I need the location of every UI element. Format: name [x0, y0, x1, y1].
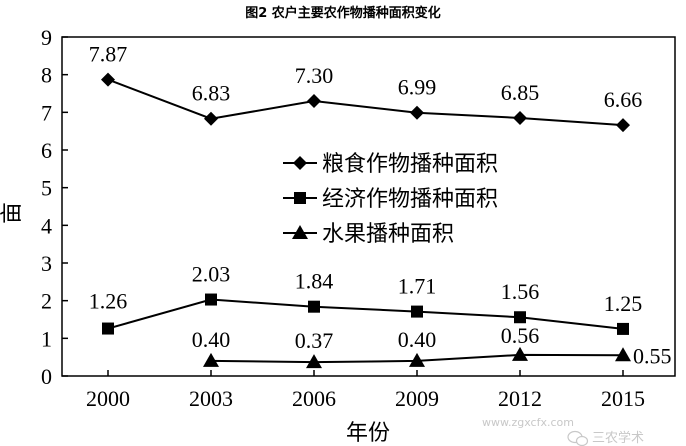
data-label: 7.87 [89, 42, 128, 67]
data-labels: 7.87 6.83 7.30 6.99 6.85 6.66 1.26 2.03 1.84 1.71… [89, 42, 672, 369]
data-point-marker [616, 118, 630, 133]
x-tick-label: 2006 [292, 386, 336, 411]
y-tick-label: 3 [41, 251, 52, 276]
data-label: 1.71 [398, 274, 437, 299]
data-point-marker [617, 322, 629, 335]
data-point-marker [307, 94, 321, 109]
series-line-2 [107, 298, 624, 330]
data-point-marker [411, 305, 423, 318]
legend-marker [293, 156, 307, 170]
data-point-marker [513, 110, 527, 125]
watermark-account: 三农学术 [592, 430, 644, 446]
data-label: 0.40 [398, 327, 437, 352]
data-point-marker [306, 354, 322, 369]
data-label: 0.37 [295, 328, 334, 353]
y-tick-label: 7 [41, 100, 52, 125]
series-lines [107, 78, 624, 364]
wechat-icon [567, 430, 589, 446]
y-tick-label: 2 [41, 289, 52, 314]
data-label: 7.30 [295, 63, 334, 88]
data-label: 1.56 [501, 279, 540, 304]
data-label: 6.85 [501, 80, 540, 105]
x-tick-label: 2009 [395, 386, 439, 411]
legend-label: 水果播种面积 [322, 222, 454, 247]
watermark: www.zgxcfx.com 三农学术 [482, 416, 644, 446]
y-tick-label: 8 [41, 63, 52, 88]
data-label: 1.84 [295, 269, 334, 294]
y-tick-label: 1 [41, 326, 52, 351]
data-label: 2.03 [192, 262, 231, 287]
series-line-1 [107, 78, 624, 127]
data-point-marker [101, 72, 115, 87]
x-axis-title: 年份 [346, 421, 390, 446]
legend-label: 粮食作物播种面积 [322, 152, 498, 177]
data-label: 1.26 [89, 289, 128, 314]
legend-label: 经济作物播种面积 [322, 187, 498, 212]
data-point-marker [512, 346, 528, 361]
axes: 0 1 2 3 4 5 6 7 8 9 2000 2003 2006 2009 2012 2015 年份 亩 [0, 25, 676, 446]
x-tick-label: 2012 [498, 386, 542, 411]
data-label: 0.56 [501, 323, 540, 348]
data-point-marker [205, 293, 217, 306]
plot-frame [61, 36, 676, 377]
x-tick-label: 2000 [86, 386, 130, 411]
data-point-marker [308, 300, 320, 313]
y-tick-label: 0 [41, 364, 52, 389]
data-point-marker [514, 311, 526, 324]
data-point-marker [203, 352, 219, 367]
legend-marker [294, 192, 306, 204]
data-label: 6.99 [398, 75, 437, 100]
watermark-site: www.zgxcfx.com [482, 416, 574, 429]
y-axis-title: 亩 [0, 202, 25, 224]
y-tick-label: 6 [41, 138, 52, 163]
x-tick-label: 2003 [189, 386, 233, 411]
y-tick-label: 5 [41, 176, 52, 201]
data-point-marker [410, 105, 424, 120]
y-tick-label: 4 [41, 213, 52, 238]
data-point-marker [204, 111, 218, 126]
data-point-marker [102, 322, 114, 335]
y-tick-label: 9 [41, 25, 52, 50]
data-point-marker [409, 352, 425, 367]
markers [101, 72, 631, 369]
x-tick-label: 2015 [601, 386, 645, 411]
chart-title: 图2 农户主要农作物播种面积变化 [245, 5, 441, 21]
data-label: 0.55 [633, 343, 672, 368]
data-point-marker [615, 347, 631, 362]
legend-marker [292, 225, 308, 239]
data-label: 6.66 [604, 87, 643, 112]
data-label: 0.40 [192, 327, 231, 352]
data-label: 1.25 [604, 291, 643, 316]
data-label: 6.83 [192, 81, 231, 106]
